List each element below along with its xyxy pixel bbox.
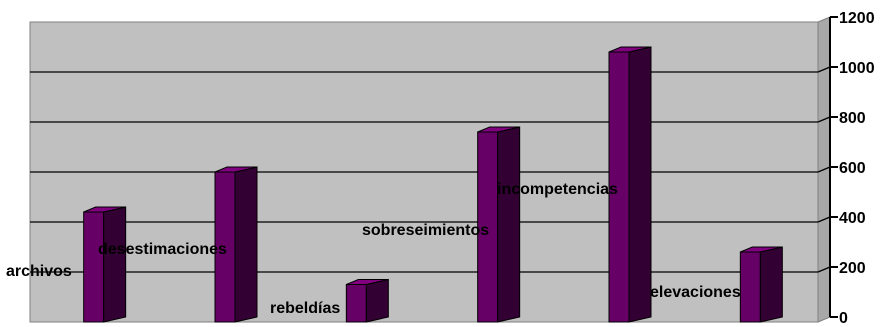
bar [739, 246, 783, 323]
category-label: desestimaciones [98, 241, 227, 258]
bar-top [740, 246, 783, 253]
bar [83, 206, 127, 323]
bar-front [345, 284, 367, 323]
bar-side [628, 46, 652, 323]
bar [214, 166, 258, 323]
gridline-depth [817, 266, 831, 273]
bar-side [365, 278, 389, 323]
gridline-depth [817, 116, 831, 123]
bar-front [739, 251, 761, 323]
bar-top [608, 46, 652, 53]
y-tick-label: 0 [839, 310, 848, 327]
plot-area [29, 16, 831, 323]
y-tick-label: 600 [839, 160, 866, 177]
y-tick-label: 400 [839, 210, 866, 227]
bar-side [234, 166, 258, 323]
bar-top [83, 206, 126, 213]
category-label: archivos [6, 263, 72, 280]
bar-front [83, 211, 105, 323]
bar-top [214, 166, 258, 173]
y-tick-label: 200 [839, 260, 866, 277]
bars [83, 46, 783, 323]
bar [477, 126, 521, 323]
bar-side [759, 246, 783, 323]
gridline-depth [817, 166, 831, 173]
y-tick-label: 800 [839, 110, 866, 127]
y-tick-label: 1200 [839, 10, 875, 27]
bar-side [497, 126, 521, 323]
category-label: rebeldías [270, 300, 340, 317]
gridline-depth [817, 66, 831, 73]
bar [345, 278, 389, 323]
gridline-depth [817, 216, 831, 223]
y-tick-label: 1000 [839, 60, 875, 77]
gridlines [30, 66, 831, 273]
category-label: sobreseimientos [362, 222, 489, 239]
bar [608, 46, 652, 323]
category-label: incompetencias [497, 181, 618, 198]
y-axis: 0 200 400 600 800 1000 1200 [829, 10, 875, 327]
category-labels: archivos desestimaciones rebeldías sobresei… [6, 181, 741, 317]
bar-top [346, 279, 389, 285]
category-label: elevaciones [650, 284, 741, 301]
bar-side [103, 206, 127, 323]
bar-top [477, 126, 520, 133]
